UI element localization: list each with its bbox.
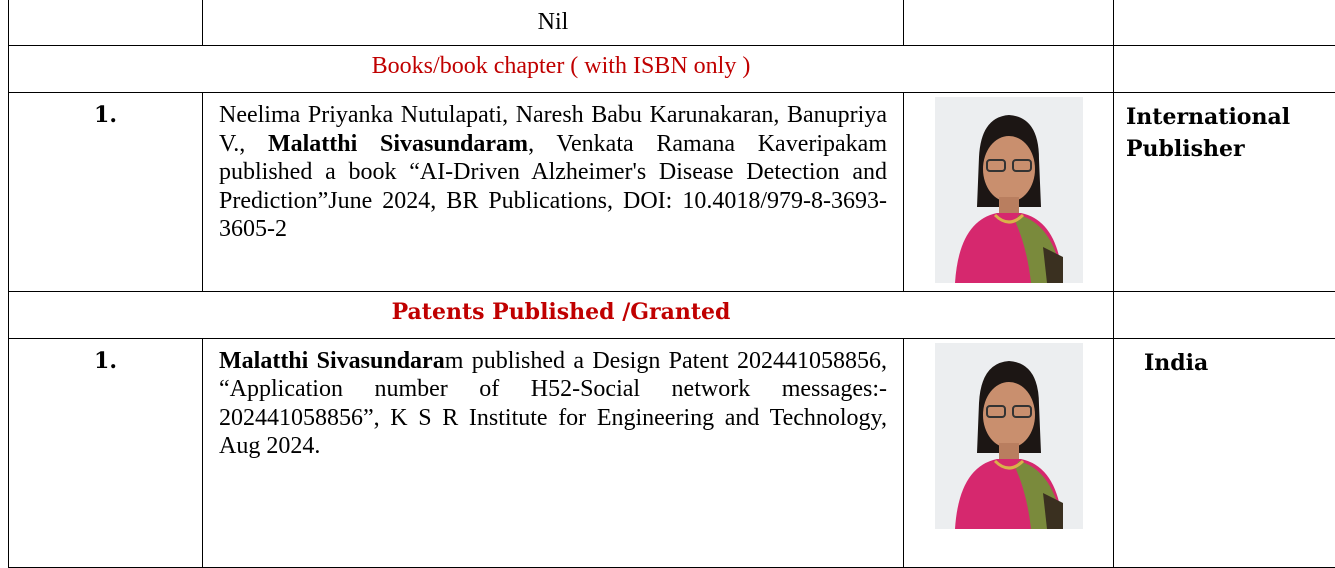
cell-text: Nil — [203, 0, 904, 46]
entry-text: Neelima Priyanka Nutulapati, Naresh Babu… — [203, 93, 904, 292]
cell — [9, 0, 203, 46]
entry-number: 1. — [9, 93, 203, 292]
entry-place: International Publisher — [1114, 93, 1335, 292]
section-heading: Books/book chapter ( with ISBN only ) — [9, 46, 1114, 93]
section-heading: Patents Published /Granted — [9, 291, 1114, 338]
cell — [904, 0, 1114, 46]
cell — [1114, 291, 1335, 338]
page: Nil Books/book chapter ( with ISBN only … — [0, 0, 1335, 533]
row: Patents Published /Granted — [9, 291, 1335, 338]
text-run: Malatthi Sivasundaram — [268, 131, 528, 157]
text-run: Malatthi Sivasundara — [219, 348, 445, 374]
row: 1. Neelima Priyanka Nutulapati, Naresh B… — [9, 93, 1335, 292]
row: Books/book chapter ( with ISBN only ) — [9, 46, 1335, 93]
publications-table: Nil Books/book chapter ( with ISBN only … — [8, 0, 1335, 568]
portrait-photo — [935, 343, 1083, 529]
row: Nil — [9, 0, 1335, 46]
portrait-photo — [935, 97, 1083, 283]
photo-cell — [904, 93, 1114, 292]
cell — [1114, 46, 1335, 93]
cell — [1114, 0, 1335, 46]
